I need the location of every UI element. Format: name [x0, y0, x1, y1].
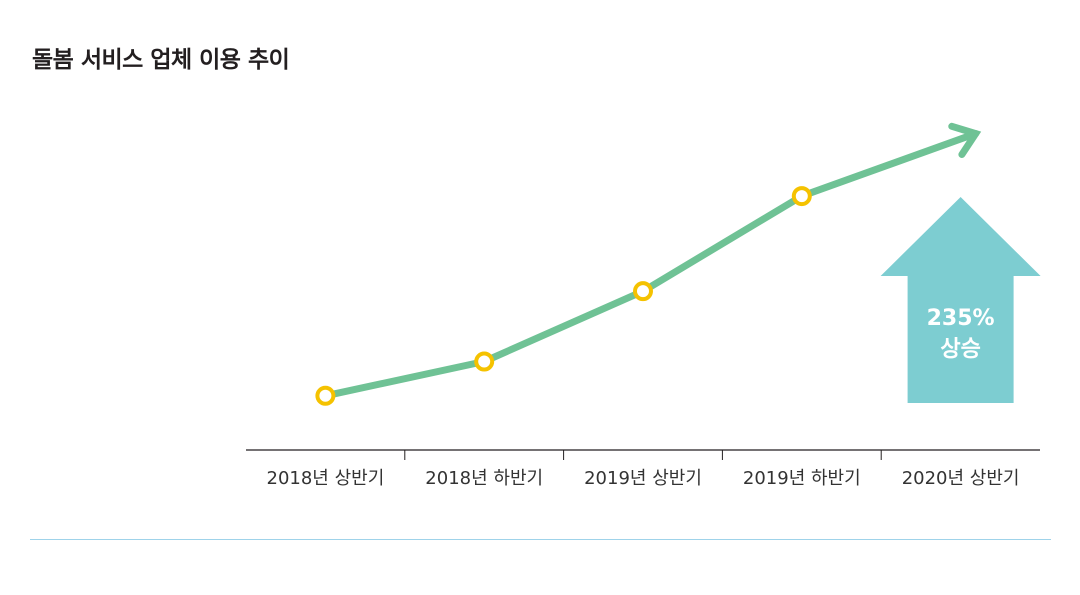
- chart-title: 돌봄 서비스 업체 이용 추이: [32, 47, 290, 73]
- data-point-marker: [791, 186, 812, 207]
- series-line-layer: [321, 122, 982, 400]
- x-tick-label: 2018년 하반기: [425, 468, 543, 489]
- increase-badge: 235% 상승: [880, 197, 1041, 403]
- series-line: [321, 130, 980, 400]
- x-tick-label: 2019년 하반기: [743, 468, 861, 489]
- data-point-layer: [315, 186, 812, 406]
- x-axis: [246, 449, 1040, 460]
- x-tick-label: 2018년 상반기: [267, 468, 385, 489]
- data-point-marker: [633, 281, 653, 302]
- increase-arrow-shape: [880, 197, 1041, 403]
- data-point-marker: [315, 385, 336, 406]
- increase-badge-value: 235%: [927, 306, 995, 331]
- data-point-marker: [474, 351, 495, 372]
- x-tick-label: 2020년 상반기: [902, 468, 1020, 489]
- trend-arrowhead: [948, 122, 982, 158]
- increase-badge-label: 상승: [940, 337, 980, 362]
- x-tick-label: 2019년 상반기: [584, 468, 702, 489]
- x-tick-labels: 2018년 상반기 2018년 하반기 2019년 상반기 2019년 하반기 2020…: [267, 468, 1020, 489]
- footer-divider: [30, 539, 1051, 540]
